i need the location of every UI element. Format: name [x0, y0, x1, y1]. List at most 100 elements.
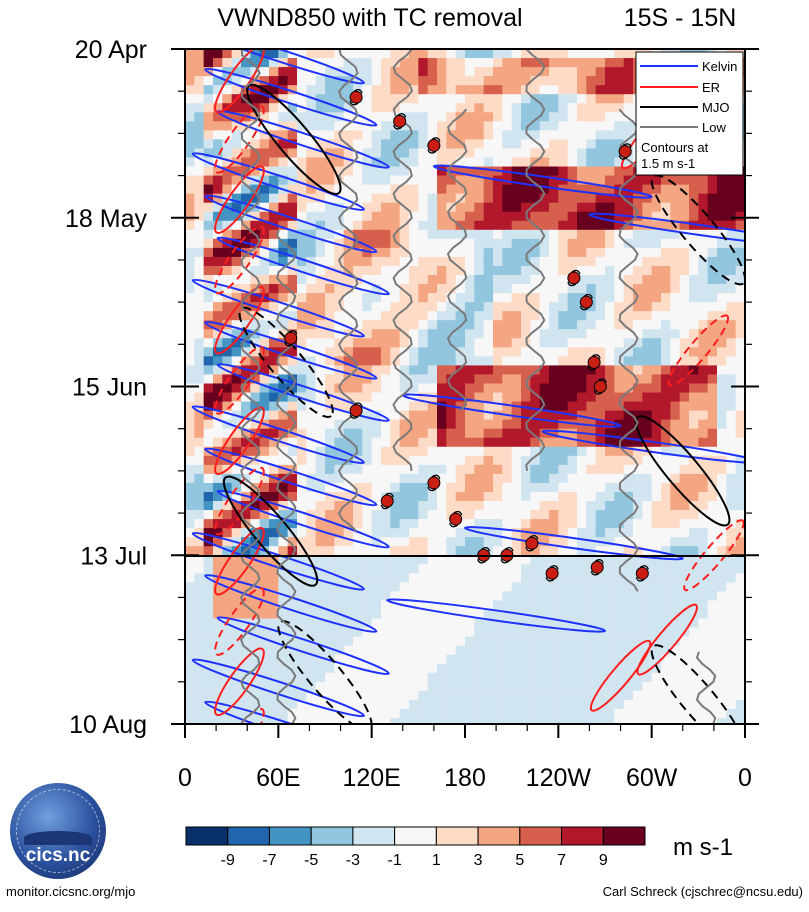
- heat-cell: [399, 229, 410, 240]
- heat-cell: [717, 256, 727, 267]
- heat-cell: [586, 627, 597, 638]
- heat-cell: [521, 672, 531, 683]
- heat-cell: [651, 690, 662, 701]
- heat-cell: [493, 202, 503, 213]
- heat-cell: [334, 247, 345, 258]
- heat-cell: [474, 519, 485, 529]
- heat-cell: [539, 202, 550, 213]
- heat-cell: [306, 220, 317, 231]
- heat-cell: [483, 76, 494, 86]
- heat-cell: [679, 428, 690, 439]
- heat-cell: [409, 510, 419, 520]
- heat-cell: [213, 437, 223, 448]
- heat-cell: [651, 256, 662, 267]
- heat-cell: [446, 699, 457, 710]
- heat-cell: [278, 103, 289, 113]
- heat-cell: [194, 193, 205, 204]
- heat-cell: [306, 238, 317, 249]
- heat-cell: [726, 690, 737, 701]
- heat-cell: [194, 374, 205, 385]
- heat-cell: [343, 293, 354, 303]
- heat-cell: [446, 618, 457, 629]
- heat-cell: [409, 67, 419, 77]
- heat-cell: [315, 501, 326, 511]
- heat-cell: [306, 121, 317, 131]
- heat-cell: [409, 473, 419, 484]
- heat-cell: [306, 94, 317, 104]
- heat-cell: [418, 238, 429, 249]
- heat-cell: [437, 293, 447, 303]
- colorbar-label: 1: [432, 852, 441, 869]
- heat-cell: [511, 320, 522, 330]
- heat-cell: [605, 482, 615, 493]
- heat-cell: [567, 464, 578, 475]
- heat-cell: [325, 555, 335, 565]
- heat-cell: [670, 302, 681, 312]
- colorbar-swatch: [352, 826, 396, 846]
- heat-cell: [474, 256, 485, 267]
- heat-cell: [455, 455, 466, 466]
- heat-cell: [185, 356, 195, 367]
- heat-cell: [493, 238, 503, 249]
- heat-cell: [502, 672, 513, 683]
- heat-cell: [735, 338, 745, 348]
- heat-cell: [390, 383, 401, 394]
- heat-cell: [334, 94, 345, 104]
- heat-cell: [577, 519, 587, 529]
- heat-cell: [409, 491, 419, 502]
- heat-cell: [614, 681, 625, 692]
- heat-cell: [577, 338, 587, 348]
- heat-cell: [707, 293, 718, 303]
- heat-cell: [381, 582, 391, 593]
- heat-cell: [595, 510, 606, 520]
- heat-cell: [521, 699, 531, 710]
- colorbar-units: m s-1: [673, 834, 733, 861]
- heat-cell: [521, 546, 531, 556]
- heat-cell: [427, 528, 438, 538]
- heat-cell: [539, 537, 550, 547]
- heat-cell: [185, 67, 195, 77]
- heat-cell: [455, 329, 466, 339]
- heat-cell: [511, 654, 522, 665]
- heat-cell: [250, 166, 261, 177]
- heat-cell: [306, 473, 317, 484]
- heat-cell: [465, 67, 475, 77]
- heat-cell: [633, 627, 643, 638]
- heat-cell: [325, 284, 335, 294]
- heat-cell: [511, 302, 522, 312]
- heat-cell: [446, 374, 457, 385]
- heat-cell: [306, 166, 317, 177]
- heat-cell: [334, 717, 345, 724]
- heat-cell: [726, 374, 737, 385]
- heat-cell: [446, 654, 457, 665]
- heat-cell: [465, 365, 475, 376]
- heat-cell: [483, 302, 494, 312]
- heat-cell: [493, 564, 503, 574]
- kelvin-contour: [216, 363, 390, 422]
- heat-cell: [605, 699, 615, 710]
- heat-cell: [427, 85, 438, 95]
- heat-cell: [259, 58, 270, 68]
- heat-cell: [371, 374, 382, 385]
- heat-cell: [437, 618, 447, 629]
- heat-cell: [679, 519, 690, 529]
- heat-cell: [418, 130, 429, 141]
- heat-cell: [409, 663, 419, 674]
- heat-cell: [549, 410, 559, 421]
- heat-cell: [381, 284, 391, 294]
- heat-cell: [315, 636, 326, 647]
- heat-cell: [409, 717, 419, 724]
- heat-cell: [399, 645, 410, 656]
- heat-cell: [623, 103, 634, 113]
- heat-cell: [483, 265, 494, 276]
- heat-cell: [530, 609, 541, 620]
- heat-cell: [353, 501, 363, 511]
- heat-cell: [194, 103, 205, 113]
- heat-cell: [679, 293, 690, 303]
- heat-cell: [549, 645, 559, 656]
- heat-cell: [409, 419, 419, 430]
- heat-cell: [278, 112, 289, 122]
- heat-cell: [707, 654, 718, 665]
- heat-cell: [222, 338, 233, 348]
- heat-cell: [707, 311, 718, 321]
